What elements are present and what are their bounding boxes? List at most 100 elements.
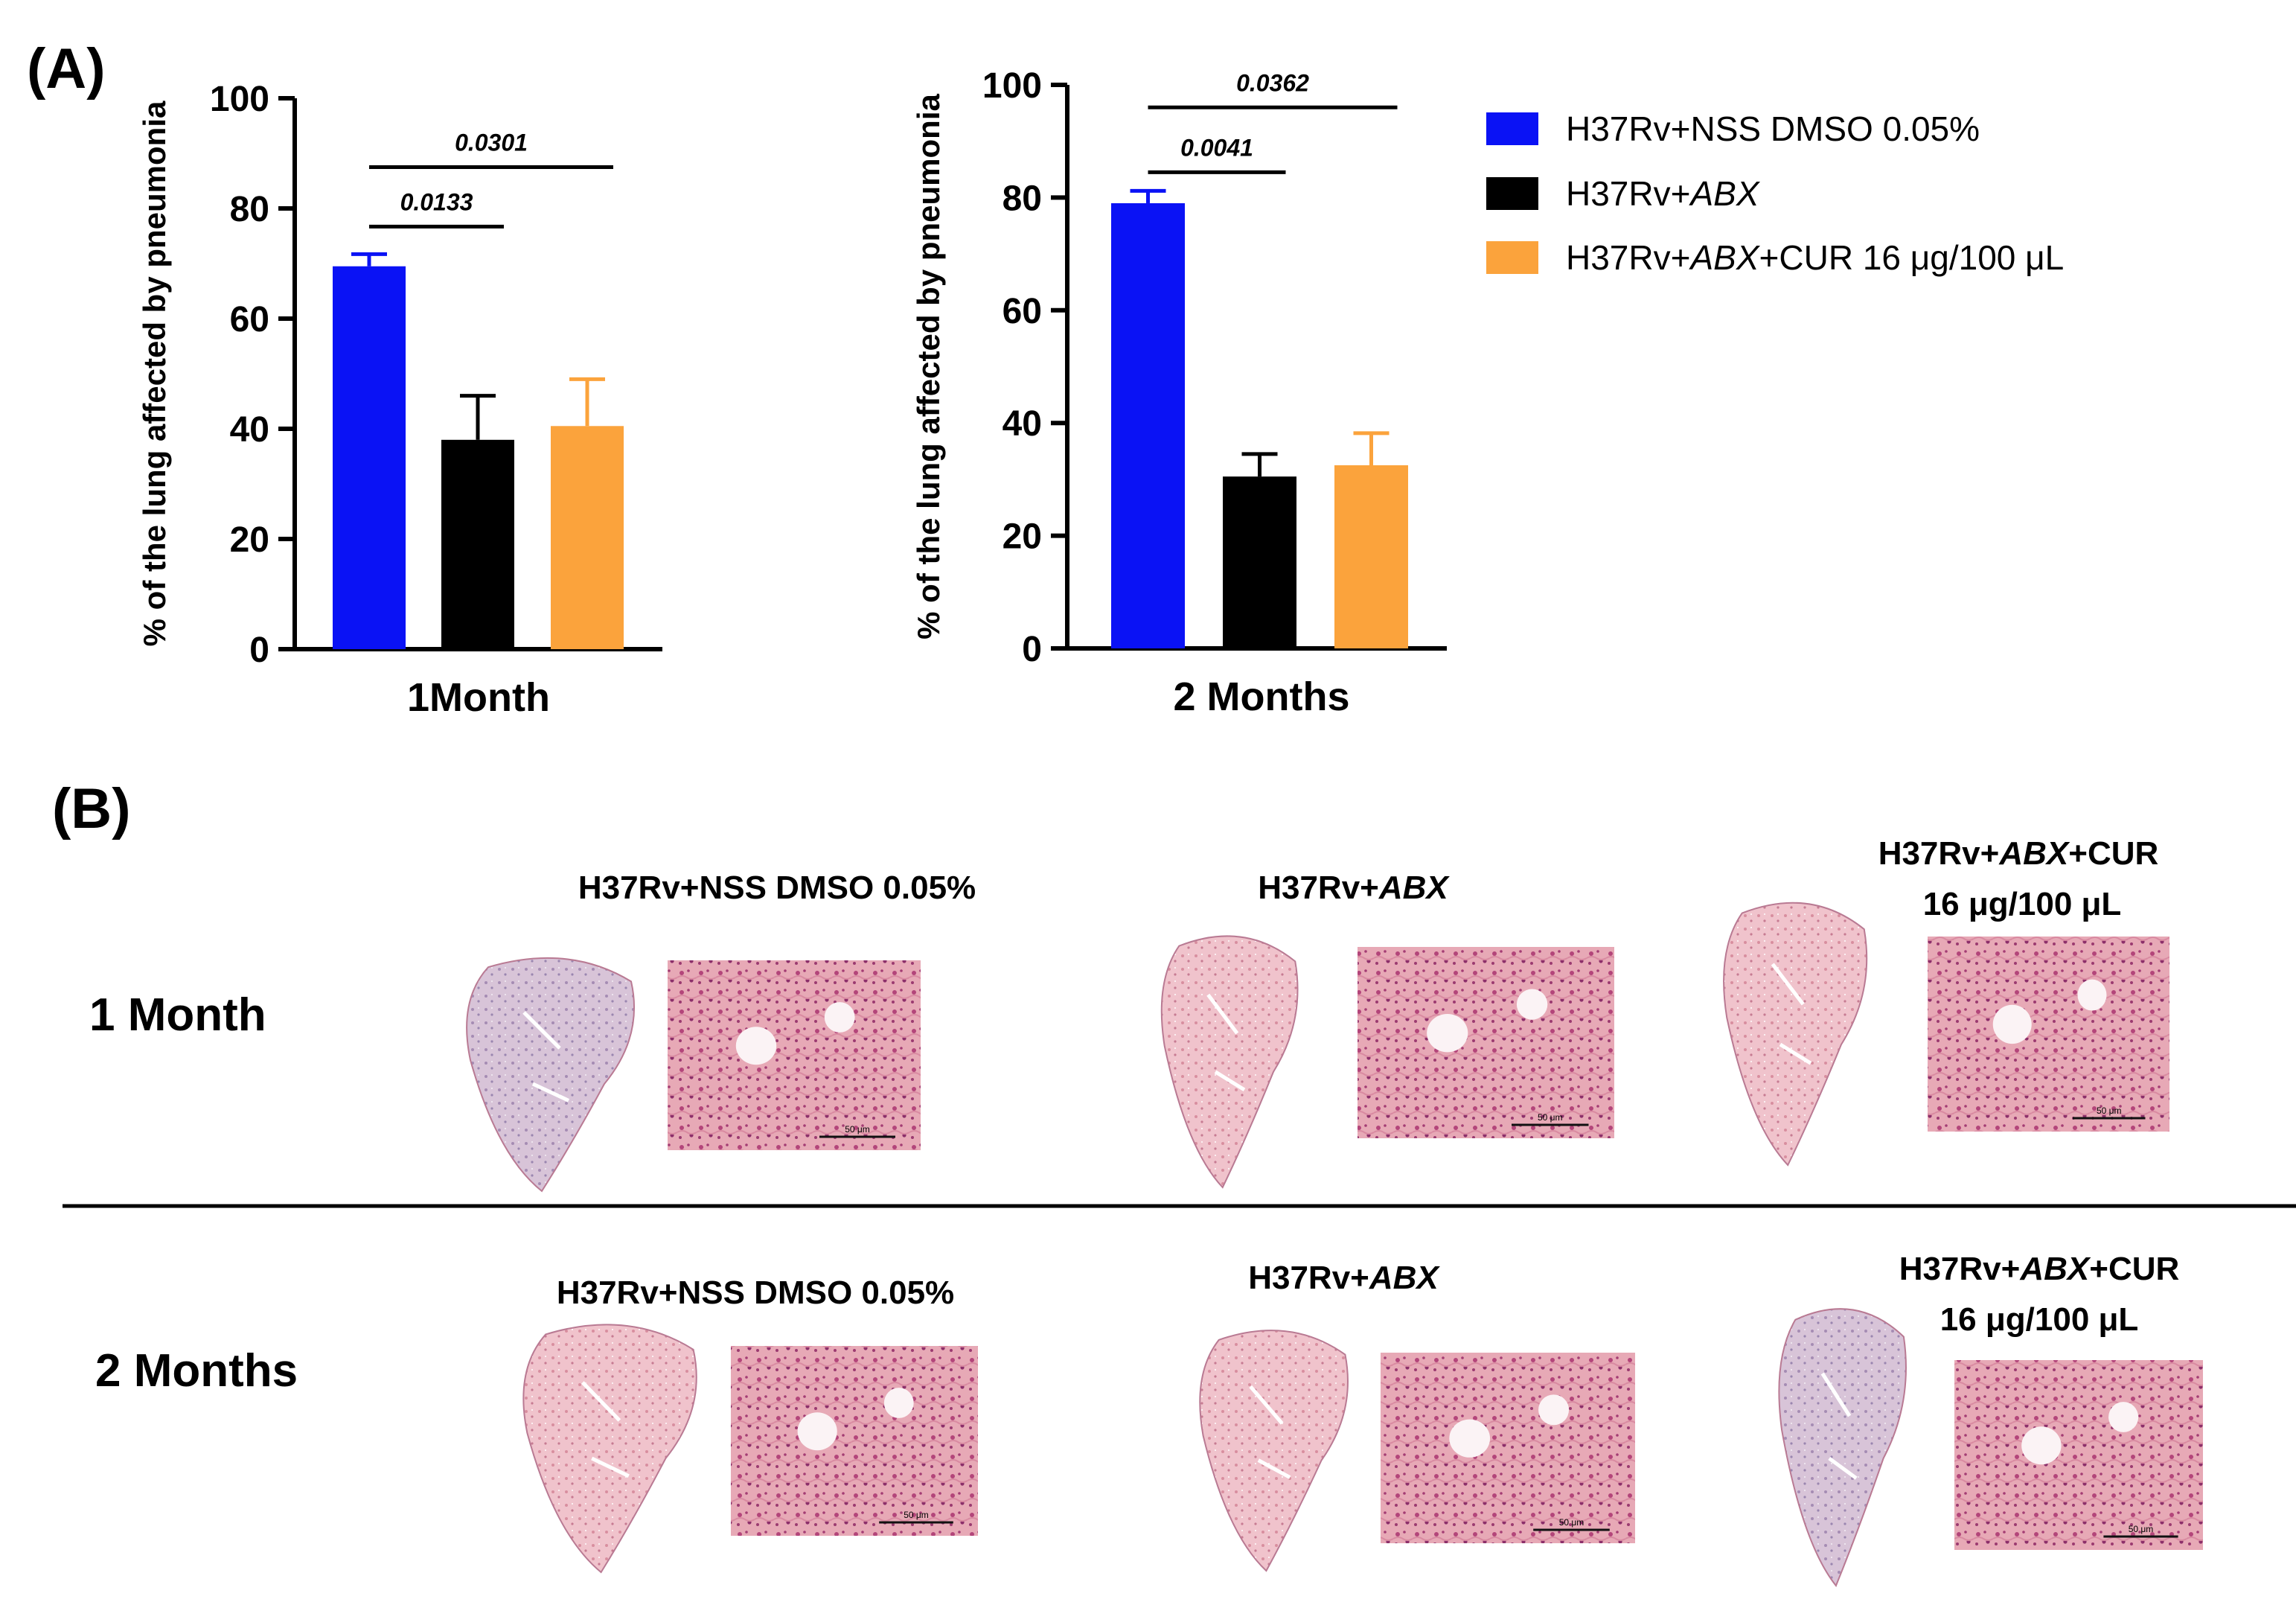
legend-entry-italic: ABX xyxy=(1688,174,1760,213)
column-title-prefix: H37Rv+ xyxy=(1878,835,2000,872)
legend-entry-prefix: H37Rv+ xyxy=(1566,174,1690,213)
scale-bar-label: 50 μm xyxy=(1538,1112,1563,1123)
y-tick-label: 20 xyxy=(1002,517,1042,557)
airway-mark xyxy=(1249,1385,1291,1479)
column-title-prefix: H37Rv+ xyxy=(1899,1251,2021,1287)
legend-swatch xyxy=(1486,177,1538,210)
legend-entry-prefix: H37Rv+ xyxy=(1566,238,1690,277)
histology-micrograph-icon xyxy=(731,1346,978,1536)
y-tick-label: 20 xyxy=(230,520,269,560)
airway-mark xyxy=(1206,993,1246,1092)
y-tick-label: 100 xyxy=(982,66,1042,106)
column-title: H37Rv+ABX xyxy=(1258,870,1450,906)
column-title-italic: ABX xyxy=(1369,1260,1441,1296)
lung-tissue-section-icon xyxy=(1778,1308,1907,1587)
p-value-label: 0.0041 xyxy=(1180,134,1253,161)
alveolar-space xyxy=(1516,989,1548,1020)
legend-swatch xyxy=(1486,112,1538,145)
y-tick-label: 60 xyxy=(1002,292,1042,331)
scale-bar-label: 50 μm xyxy=(904,1510,929,1520)
legend-entry-italic: ABX xyxy=(1688,238,1760,277)
y-tick-label: 40 xyxy=(230,410,269,450)
alveolar-space xyxy=(1427,1013,1468,1053)
bar xyxy=(441,439,514,649)
alveolar-space xyxy=(824,1002,855,1033)
histology-micrograph-icon xyxy=(1381,1353,1635,1543)
bar xyxy=(1223,476,1296,648)
alveolar-space xyxy=(883,1388,914,1418)
y-tick-label: 0 xyxy=(249,631,269,670)
bar xyxy=(551,426,624,649)
p-value-label: 0.0301 xyxy=(455,130,528,156)
x-axis-label: 1Month xyxy=(407,675,550,720)
bar xyxy=(333,266,406,649)
legend-entry-suffix: +CUR 16 μg/100 μL xyxy=(1759,238,2065,277)
column-title: 16 μg/100 μL xyxy=(1923,886,2122,922)
bar xyxy=(1334,465,1408,648)
column-title-italic: ABX xyxy=(1998,835,2070,872)
row-label: 2 Months xyxy=(95,1345,298,1397)
column-title-prefix: H37Rv+ xyxy=(1258,870,1379,906)
y-tick-label: 80 xyxy=(1002,179,1042,218)
alveolar-space xyxy=(1538,1394,1570,1426)
histology-micrograph-icon xyxy=(1358,947,1614,1138)
y-tick-label: 60 xyxy=(230,300,269,339)
alveolar-space xyxy=(797,1412,837,1451)
panel-label-a: (A) xyxy=(27,37,106,100)
alveolar-space xyxy=(1992,1004,2032,1044)
legend: H37Rv+NSS DMSO 0.05%H37Rv+ABXH37Rv+ABX+C… xyxy=(1486,109,2064,277)
column-title: H37Rv+NSS DMSO 0.05% xyxy=(578,870,976,906)
scale-bar-label: 50 μm xyxy=(2097,1106,2122,1116)
column-title-prefix: 16 μg/100 μL xyxy=(1923,886,2122,922)
alveolar-space xyxy=(2077,979,2107,1011)
bar-chart-1-month: 0 20 40 60 80 100 % of the lung affected by pn… xyxy=(137,80,662,720)
column-title-italic: ABX xyxy=(1378,870,1451,906)
y-axis-label: % of the lung affected by pneumonia xyxy=(137,100,172,646)
alveolar-space xyxy=(1449,1419,1491,1458)
y-tick-label: 0 xyxy=(1022,630,1042,669)
column-title-prefix: H37Rv+ xyxy=(1248,1260,1369,1296)
airway-mark xyxy=(1771,963,1812,1065)
lung-tissue-section-icon xyxy=(1160,935,1299,1189)
bar-chart-2-months: 0 20 40 60 80 100 % of the lung affected by pn… xyxy=(911,66,1447,719)
alveolar-space xyxy=(735,1027,777,1065)
column-title-italic: ABX xyxy=(2019,1251,2091,1287)
lung-tissue-section-icon xyxy=(466,957,636,1193)
legend-entry: H37Rv+ABX xyxy=(1566,174,1761,213)
column-title-prefix: H37Rv+NSS DMSO 0.05% xyxy=(557,1274,954,1311)
column-title: H37Rv+NSS DMSO 0.05% xyxy=(557,1274,954,1311)
histology-micrograph-icon xyxy=(1928,937,2169,1132)
column-title-prefix: H37Rv+NSS DMSO 0.05% xyxy=(578,870,976,906)
y-axis-label: % of the lung affected by pneumonia xyxy=(911,94,946,639)
lung-tissue-section-icon xyxy=(1723,902,1868,1167)
histology-micrograph-icon xyxy=(1954,1360,2203,1550)
lung-tissue-section-icon xyxy=(522,1324,697,1574)
lung-tissue-section-icon xyxy=(1199,1330,1349,1572)
airway-mark xyxy=(522,1011,570,1103)
alveolar-space xyxy=(2021,1426,2062,1465)
legend-entry: H37Rv+ABX+CUR 16 μg/100 μL xyxy=(1566,238,2064,277)
legend-entry-prefix: H37Rv+NSS DMSO 0.05% xyxy=(1566,109,1980,148)
y-tick-label: 100 xyxy=(210,80,269,119)
column-title-suffix: +CUR xyxy=(2089,1251,2179,1287)
alveolar-space xyxy=(2108,1402,2139,1432)
column-title-suffix: +CUR xyxy=(2068,835,2158,872)
column-title: H37Rv+ABX+CUR xyxy=(1878,835,2159,872)
scale-bar-label: 50 μm xyxy=(845,1124,870,1135)
legend-entry: H37Rv+NSS DMSO 0.05% xyxy=(1566,109,1980,148)
y-tick-label: 80 xyxy=(230,190,269,229)
airway-mark xyxy=(581,1381,630,1478)
bar xyxy=(1111,202,1185,649)
column-title: 16 μg/100 μL xyxy=(1940,1301,2139,1338)
column-title: H37Rv+ABX+CUR xyxy=(1899,1251,2180,1287)
p-value-label: 0.0133 xyxy=(400,188,473,215)
scale-bar-label: 50 μm xyxy=(1559,1517,1585,1528)
histology-micrograph-icon xyxy=(668,960,921,1150)
column-title: H37Rv+ABX xyxy=(1248,1260,1440,1296)
y-tick-label: 40 xyxy=(1002,404,1042,444)
p-value-label: 0.0362 xyxy=(1236,69,1309,96)
x-axis-label: 2 Months xyxy=(1174,674,1350,719)
histology-panel: 1 Month 2 Months H37Rv+NSS DMSO 0.05% 50 μm… xyxy=(89,835,2203,1587)
scale-bar-label: 50 μm xyxy=(2129,1524,2154,1534)
